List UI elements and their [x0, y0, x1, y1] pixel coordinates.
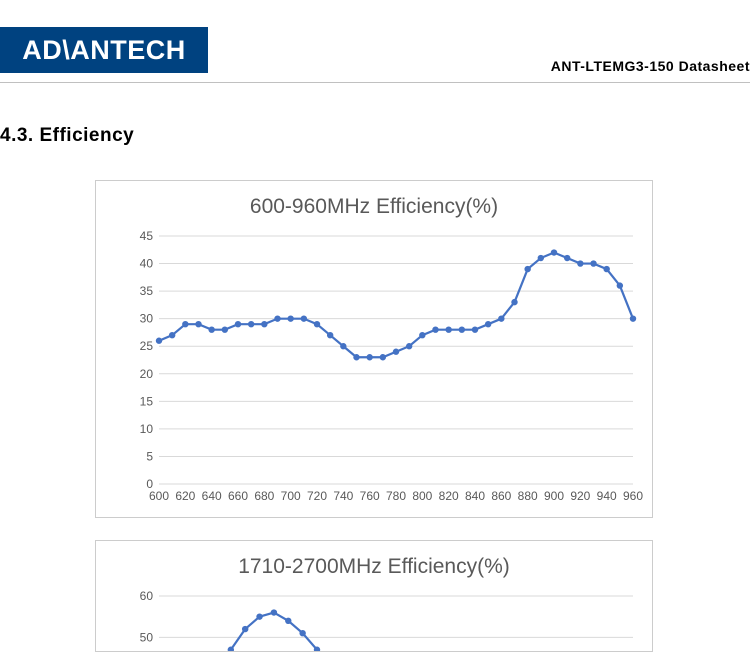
- data-marker: [511, 299, 517, 305]
- data-marker: [406, 343, 412, 349]
- data-marker: [459, 326, 465, 332]
- data-marker: [169, 332, 175, 338]
- data-marker: [314, 321, 320, 327]
- logo-text: AD\ANTECH: [22, 35, 186, 66]
- advantech-logo: AD\ANTECH: [0, 27, 208, 73]
- data-marker: [485, 321, 491, 327]
- document-title: ANT-LTEMG3-150 Datasheet: [551, 58, 750, 74]
- y-tick-label: 10: [140, 422, 154, 436]
- data-marker: [301, 315, 307, 321]
- x-tick-label: 940: [597, 489, 617, 503]
- section-name: Efficiency: [39, 125, 134, 146]
- x-tick-label: 640: [202, 489, 222, 503]
- efficiency-chart-1710-2700: 1710-2700MHz Efficiency(%) 50 60: [95, 540, 653, 652]
- efficiency-chart-600-960: 600-960MHz Efficiency(%)0510152025303540…: [95, 180, 653, 518]
- y-tick-label: 25: [140, 339, 154, 353]
- data-marker: [498, 315, 504, 321]
- page-header: AD\ANTECH ANT-LTEMG3-150 Datasheet: [0, 0, 750, 83]
- section-title: 4.3. Efficiency: [0, 125, 134, 147]
- data-marker: [195, 321, 201, 327]
- x-tick-label: 840: [465, 489, 485, 503]
- data-marker: [235, 321, 241, 327]
- data-marker: [287, 315, 293, 321]
- y-tick-label: 60: [140, 589, 154, 603]
- data-marker: [472, 326, 478, 332]
- data-marker: [432, 326, 438, 332]
- data-marker: [285, 618, 291, 624]
- data-marker: [248, 321, 254, 327]
- data-marker: [274, 315, 280, 321]
- x-tick-label: 660: [228, 489, 248, 503]
- data-marker: [208, 326, 214, 332]
- y-tick-label: 35: [140, 284, 154, 298]
- y-tick-label: 15: [140, 394, 154, 408]
- x-tick-label: 900: [544, 489, 564, 503]
- data-marker: [617, 282, 623, 288]
- data-marker: [538, 255, 544, 261]
- data-marker: [327, 332, 333, 338]
- data-marker: [242, 626, 248, 632]
- data-marker: [271, 609, 277, 615]
- section-number: 4.3.: [0, 125, 34, 146]
- data-marker: [590, 260, 596, 266]
- y-tick-label: 20: [140, 367, 154, 381]
- data-marker: [564, 255, 570, 261]
- y-tick-label: 30: [140, 312, 154, 326]
- data-marker: [366, 354, 372, 360]
- x-tick-label: 700: [281, 489, 301, 503]
- x-tick-label: 800: [412, 489, 432, 503]
- data-marker: [445, 326, 451, 332]
- x-tick-label: 880: [518, 489, 538, 503]
- data-marker: [603, 266, 609, 272]
- data-marker: [261, 321, 267, 327]
- data-line: [159, 253, 633, 358]
- data-marker: [393, 349, 399, 355]
- y-tick-label: 5: [146, 449, 153, 463]
- data-marker: [299, 630, 305, 636]
- y-tick-label: 50: [140, 630, 154, 644]
- chart-title: 600-960MHz Efficiency(%): [250, 195, 498, 218]
- x-tick-label: 720: [307, 489, 327, 503]
- data-marker: [419, 332, 425, 338]
- data-marker: [577, 260, 583, 266]
- chart-title: 1710-2700MHz Efficiency(%): [238, 555, 510, 578]
- x-tick-label: 760: [360, 489, 380, 503]
- data-marker: [524, 266, 530, 272]
- x-tick-label: 860: [491, 489, 511, 503]
- x-tick-label: 680: [254, 489, 274, 503]
- x-tick-label: 960: [623, 489, 643, 503]
- data-marker: [551, 249, 557, 255]
- data-marker: [353, 354, 359, 360]
- x-tick-label: 600: [149, 489, 169, 503]
- x-tick-label: 620: [175, 489, 195, 503]
- x-tick-label: 780: [386, 489, 406, 503]
- x-tick-label: 740: [333, 489, 353, 503]
- data-marker: [156, 338, 162, 344]
- y-tick-label: 40: [140, 257, 154, 271]
- x-tick-label: 820: [439, 489, 459, 503]
- data-marker: [222, 326, 228, 332]
- data-marker: [256, 613, 262, 619]
- data-marker: [182, 321, 188, 327]
- data-marker: [340, 343, 346, 349]
- data-marker: [630, 315, 636, 321]
- x-tick-label: 920: [570, 489, 590, 503]
- data-marker: [380, 354, 386, 360]
- y-tick-label: 45: [140, 229, 154, 243]
